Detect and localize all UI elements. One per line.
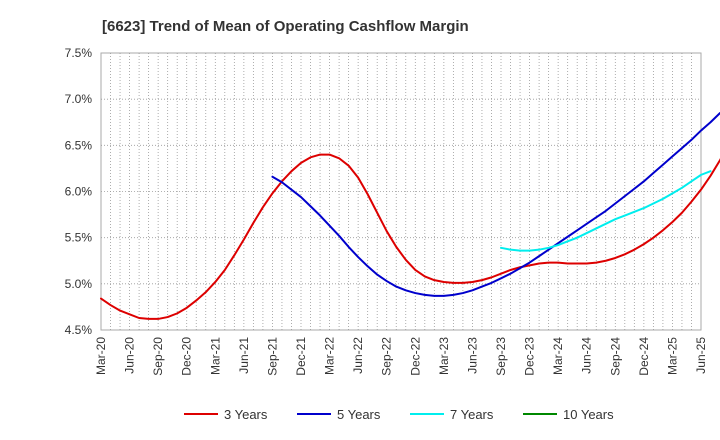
x-tick-label: Jun-24 [580,337,594,374]
y-tick-label: 6.5% [65,138,93,152]
y-tick-label: 7.0% [65,92,93,106]
series-line-3-years [100,153,720,320]
x-tick-label: Dec-22 [408,337,422,376]
y-tick-label: 5.0% [65,277,93,291]
y-axis-ticks: 4.5% 5.0% 5.5% 6.0% 6.5% 7.0% 7.5% [65,46,93,337]
x-tick-label: Dec-24 [637,337,651,376]
legend-label: 5 Years [337,407,381,422]
x-tick-label: Mar-20 [94,337,108,375]
x-tick-label: Sep-20 [151,337,165,376]
x-tick-label: Mar-25 [665,337,679,375]
legend-label: 7 Years [450,407,494,422]
series-lines [100,112,720,320]
x-tick-label: Jun-21 [237,337,251,374]
x-tick-label: Mar-23 [437,337,451,375]
legend-label: 3 Years [224,407,268,422]
x-axis-ticks: Mar-20 Jun-20 Sep-20 Dec-20 Mar-21 Jun-21 Sep-… [94,337,708,376]
x-tick-label: Sep-21 [265,337,279,376]
x-tick-label: Sep-24 [608,337,622,376]
x-tick-label: Dec-20 [180,337,194,376]
x-tick-label: Sep-23 [494,337,508,376]
x-tick-label: Dec-21 [294,337,308,376]
legend: 3 Years 5 Years 7 Years 10 Years [184,407,614,422]
x-tick-label: Mar-24 [551,337,565,375]
y-tick-label: 6.0% [65,185,93,199]
series-line-7-years [500,170,712,252]
y-tick-label: 5.5% [65,231,93,245]
x-tick-label: Jun-25 [694,337,708,374]
legend-label: 10 Years [563,407,614,422]
x-tick-label: Dec-23 [523,337,537,376]
y-tick-label: 4.5% [65,323,93,337]
chart-title: [6623] Trend of Mean of Operating Cashfl… [102,18,469,35]
x-tick-label: Jun-23 [465,337,479,374]
y-tick-label: 7.5% [65,46,93,60]
x-tick-label: Mar-21 [208,337,222,375]
x-tick-label: Jun-20 [123,337,137,374]
x-tick-label: Jun-22 [351,337,365,374]
series-line-5-years [271,112,720,297]
grid-lines [101,53,701,330]
x-tick-label: Mar-22 [323,337,337,375]
x-tick-label: Sep-22 [380,337,394,376]
